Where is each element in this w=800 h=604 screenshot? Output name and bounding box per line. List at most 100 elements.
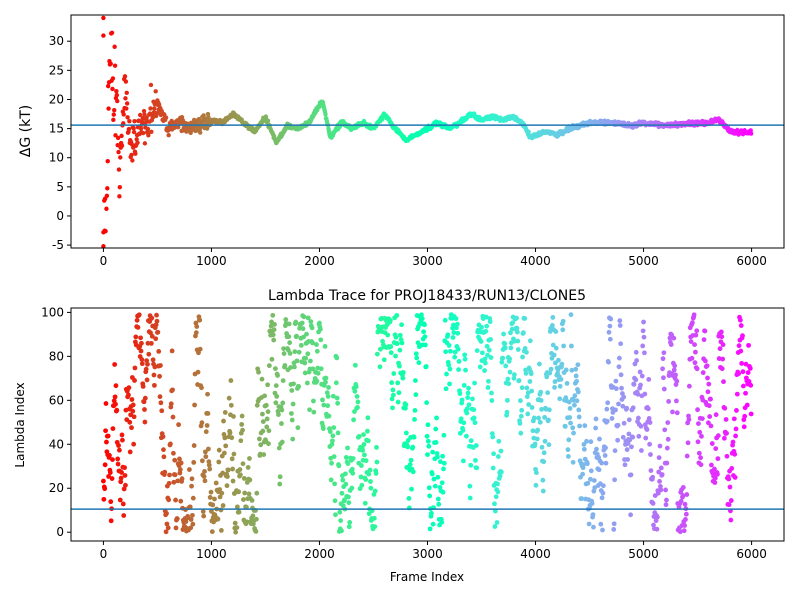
lambda-point (628, 512, 633, 518)
lambda-point (365, 438, 371, 444)
lambda-point (664, 497, 669, 503)
lambda-point (726, 476, 732, 482)
lambda-point (310, 340, 315, 346)
lambda-point (660, 356, 666, 362)
lambda-point (130, 402, 136, 408)
lambda-point (413, 351, 419, 357)
lambda-point (495, 481, 500, 487)
lambda-point (390, 387, 396, 393)
lambda-point (598, 521, 604, 527)
lambda-point (460, 428, 466, 433)
lambda-point (641, 319, 646, 325)
lambda-point (440, 453, 446, 459)
lambda-point (424, 433, 430, 439)
lambda-point (665, 420, 671, 426)
lambda-point (133, 334, 139, 340)
lambda-point (175, 478, 181, 484)
delta-g-point (112, 44, 117, 49)
lambda-point (173, 497, 178, 503)
lambda-point (311, 409, 317, 415)
lambda-point (406, 496, 412, 501)
lambda-point (638, 423, 644, 429)
lambda-point (606, 329, 612, 335)
lambda-point (486, 347, 492, 353)
lambda-point (726, 502, 732, 508)
lambda-point (474, 348, 480, 354)
lambda-point (588, 439, 594, 445)
delta-g-point (748, 131, 754, 136)
lambda-point (149, 315, 155, 321)
lambda-point (730, 439, 736, 445)
lambda-point (662, 427, 668, 433)
lambda-point (141, 399, 147, 405)
lambda-point (457, 391, 463, 397)
lambda-point (694, 366, 700, 372)
delta-g-point (134, 137, 139, 142)
lambda-point (290, 436, 296, 442)
lambda-point (613, 386, 619, 392)
lambda-point (739, 361, 745, 366)
lambda-point (217, 487, 223, 492)
lambda-point (463, 367, 468, 373)
lambda-point (500, 355, 506, 361)
x-tick-label: 3000 (412, 547, 443, 561)
lambda-point (190, 512, 195, 518)
lambda-point (545, 390, 551, 396)
lambda-point (298, 342, 304, 348)
lambda-point (579, 496, 585, 502)
lambda-point (164, 521, 170, 527)
lambda-point (620, 434, 626, 440)
x-tick-label: 2000 (304, 254, 335, 268)
lambda-point (565, 454, 571, 459)
lambda-point (492, 524, 498, 529)
lambda-point (308, 319, 314, 324)
lambda-point (694, 328, 700, 334)
lambda-point (631, 381, 637, 387)
lambda-point (381, 357, 387, 363)
lambda-point (140, 384, 146, 389)
lambda-point (270, 312, 276, 318)
lambda-point (723, 417, 729, 422)
lambda-point (413, 392, 419, 398)
lambda-point (560, 318, 566, 324)
lambda-point (567, 406, 573, 411)
lambda-point (293, 319, 299, 325)
lambda-point (131, 441, 137, 447)
lambda-point (275, 373, 280, 378)
lambda-point (477, 364, 483, 370)
lambda-point (290, 401, 296, 407)
lambda-point (159, 408, 165, 414)
lambda-point (619, 385, 624, 391)
lambda-point (581, 462, 586, 468)
lambda-point (537, 419, 543, 425)
lambda-point (666, 399, 672, 404)
x-tick-label: 1000 (196, 547, 227, 561)
lambda-point (178, 498, 184, 504)
lambda-point (269, 356, 275, 362)
lambda-point (288, 365, 293, 370)
lambda-point (629, 444, 634, 450)
lambda-point (393, 334, 399, 340)
lambda-point (715, 433, 721, 439)
lambda-point (441, 460, 447, 466)
lambda-point (550, 315, 556, 320)
lambda-point (535, 427, 541, 433)
lambda-point (170, 414, 176, 420)
lambda-point (300, 326, 306, 332)
lambda-point (202, 478, 208, 484)
lambda-point (295, 425, 301, 431)
lambda-point (509, 326, 515, 332)
lambda-point (514, 315, 519, 321)
lambda-point (523, 370, 529, 376)
lambda-point (431, 476, 437, 482)
lambda-point (209, 529, 215, 535)
lambda-point (261, 452, 267, 457)
lambda-point (222, 450, 227, 456)
lambda-point (201, 513, 207, 519)
x-tick-label: 6000 (736, 254, 767, 268)
lambda-point (572, 402, 577, 408)
y-tick-label: 15 (49, 122, 64, 136)
lambda-point (333, 512, 338, 518)
lambda-point (718, 329, 724, 335)
lambda-point (451, 330, 457, 335)
